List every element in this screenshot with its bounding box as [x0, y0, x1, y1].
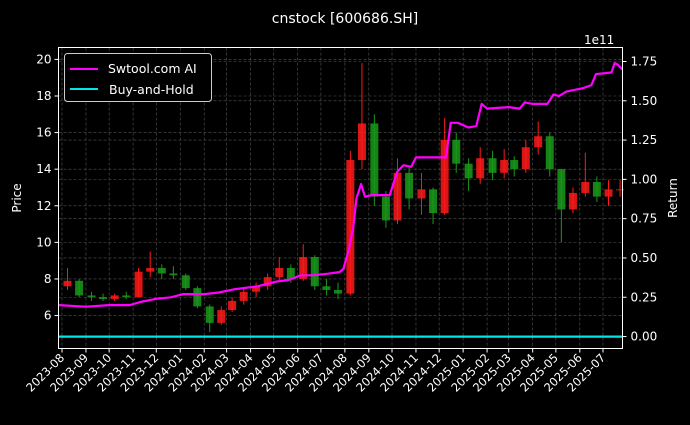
- candle-body: [393, 172, 402, 221]
- candle-body: [122, 295, 131, 298]
- candle-body: [604, 189, 613, 197]
- candle-body: [429, 189, 438, 214]
- candle-body: [521, 147, 530, 170]
- candle-body: [557, 169, 566, 210]
- candle-body: [534, 136, 543, 148]
- candle-body: [63, 280, 72, 287]
- candle-body: [146, 267, 155, 272]
- y-tick-label-right: 1.50: [631, 94, 658, 108]
- candle-body: [370, 123, 379, 197]
- candle-body: [263, 277, 272, 287]
- y-tick-label-left: 16: [36, 126, 51, 140]
- candle-body: [99, 297, 108, 300]
- candle-body: [169, 273, 178, 276]
- candle-body: [381, 196, 390, 221]
- candle-body: [464, 163, 473, 179]
- y-tick-label-right: 0.25: [631, 290, 658, 304]
- candle-body: [286, 267, 295, 279]
- candle-body: [452, 139, 461, 164]
- candle-body: [405, 172, 414, 199]
- candle-body: [592, 181, 601, 197]
- y-tick-label-left: 12: [36, 199, 51, 213]
- candle-body: [581, 181, 590, 193]
- candle-body: [299, 257, 308, 279]
- y-tick-label-right: 1.00: [631, 172, 658, 186]
- y-tick-label-right: 1.25: [631, 133, 658, 147]
- candle-body: [334, 289, 342, 294]
- candle-body: [193, 288, 202, 307]
- y-tick-label-right: 0.75: [631, 212, 658, 226]
- candle-body: [181, 275, 190, 289]
- candle-body: [134, 271, 143, 298]
- candle-body: [476, 158, 485, 179]
- series-lines: [58, 61, 624, 338]
- y-tick-label-right: 0.50: [631, 251, 658, 265]
- legend-label-strategy: Swtool.com AI: [108, 61, 197, 76]
- candle-body: [157, 267, 166, 274]
- candle-body: [440, 139, 449, 214]
- y-tick-label-right: 0.00: [631, 330, 658, 344]
- plot-frame: [58, 47, 623, 349]
- candle-body: [252, 286, 261, 292]
- legend-box: [64, 53, 212, 102]
- axes: 2023-082023-092023-102023-112023-122024-…: [23, 52, 657, 394]
- y-tick-label-left: 20: [36, 52, 51, 66]
- y-tick-label-left: 18: [36, 89, 51, 103]
- candle-body: [510, 160, 519, 170]
- candle-body: [322, 286, 331, 290]
- candle-body: [500, 160, 509, 173]
- candles: [63, 63, 625, 333]
- candle-body: [357, 123, 366, 161]
- candle-body: [616, 189, 625, 191]
- candle-body: [417, 189, 426, 199]
- y-axis-label-right: Return: [666, 178, 680, 218]
- candle-body: [568, 192, 577, 210]
- candle-body: [488, 158, 497, 173]
- candle-body: [217, 310, 226, 323]
- y-tick-label-right: 1.75: [631, 54, 658, 68]
- y-tick-label-left: 8: [44, 272, 52, 286]
- legend: Swtool.com AI Buy-and-Hold: [64, 53, 212, 102]
- y-tick-label-left: 10: [36, 235, 51, 249]
- candle-body: [75, 280, 84, 296]
- legend-label-buyhold: Buy-and-Hold: [109, 82, 194, 97]
- y-tick-label-left: 6: [44, 309, 52, 323]
- y-tick-label-left: 14: [36, 162, 51, 176]
- candle-body: [87, 295, 96, 298]
- candle-body: [346, 160, 355, 294]
- series-line-swtool-com-ai: [58, 61, 624, 308]
- right-axis-multiplier: 1e11: [584, 33, 614, 47]
- candle-body: [239, 291, 248, 301]
- chart-title: cnstock [600686.SH]: [272, 11, 418, 27]
- candle-body: [310, 257, 319, 287]
- candle-body: [205, 306, 214, 323]
- candle-body: [545, 136, 554, 170]
- candle-body: [110, 295, 119, 300]
- candle-body: [275, 267, 284, 278]
- candle-body: [228, 300, 237, 311]
- y-axis-label-left: Price: [10, 183, 24, 212]
